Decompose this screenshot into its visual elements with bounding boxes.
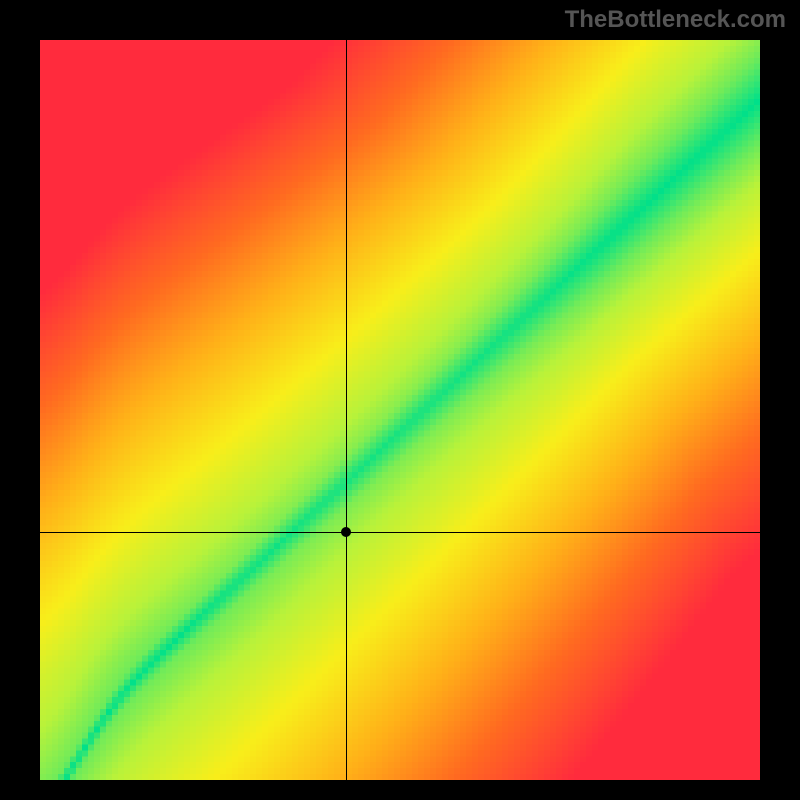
heatmap-canvas [40,40,760,780]
watermark-text: TheBottleneck.com [565,6,786,34]
marker-dot [341,527,351,537]
crosshair-vertical [346,40,347,780]
crosshair-horizontal [40,532,760,533]
heatmap-plot [40,40,760,780]
